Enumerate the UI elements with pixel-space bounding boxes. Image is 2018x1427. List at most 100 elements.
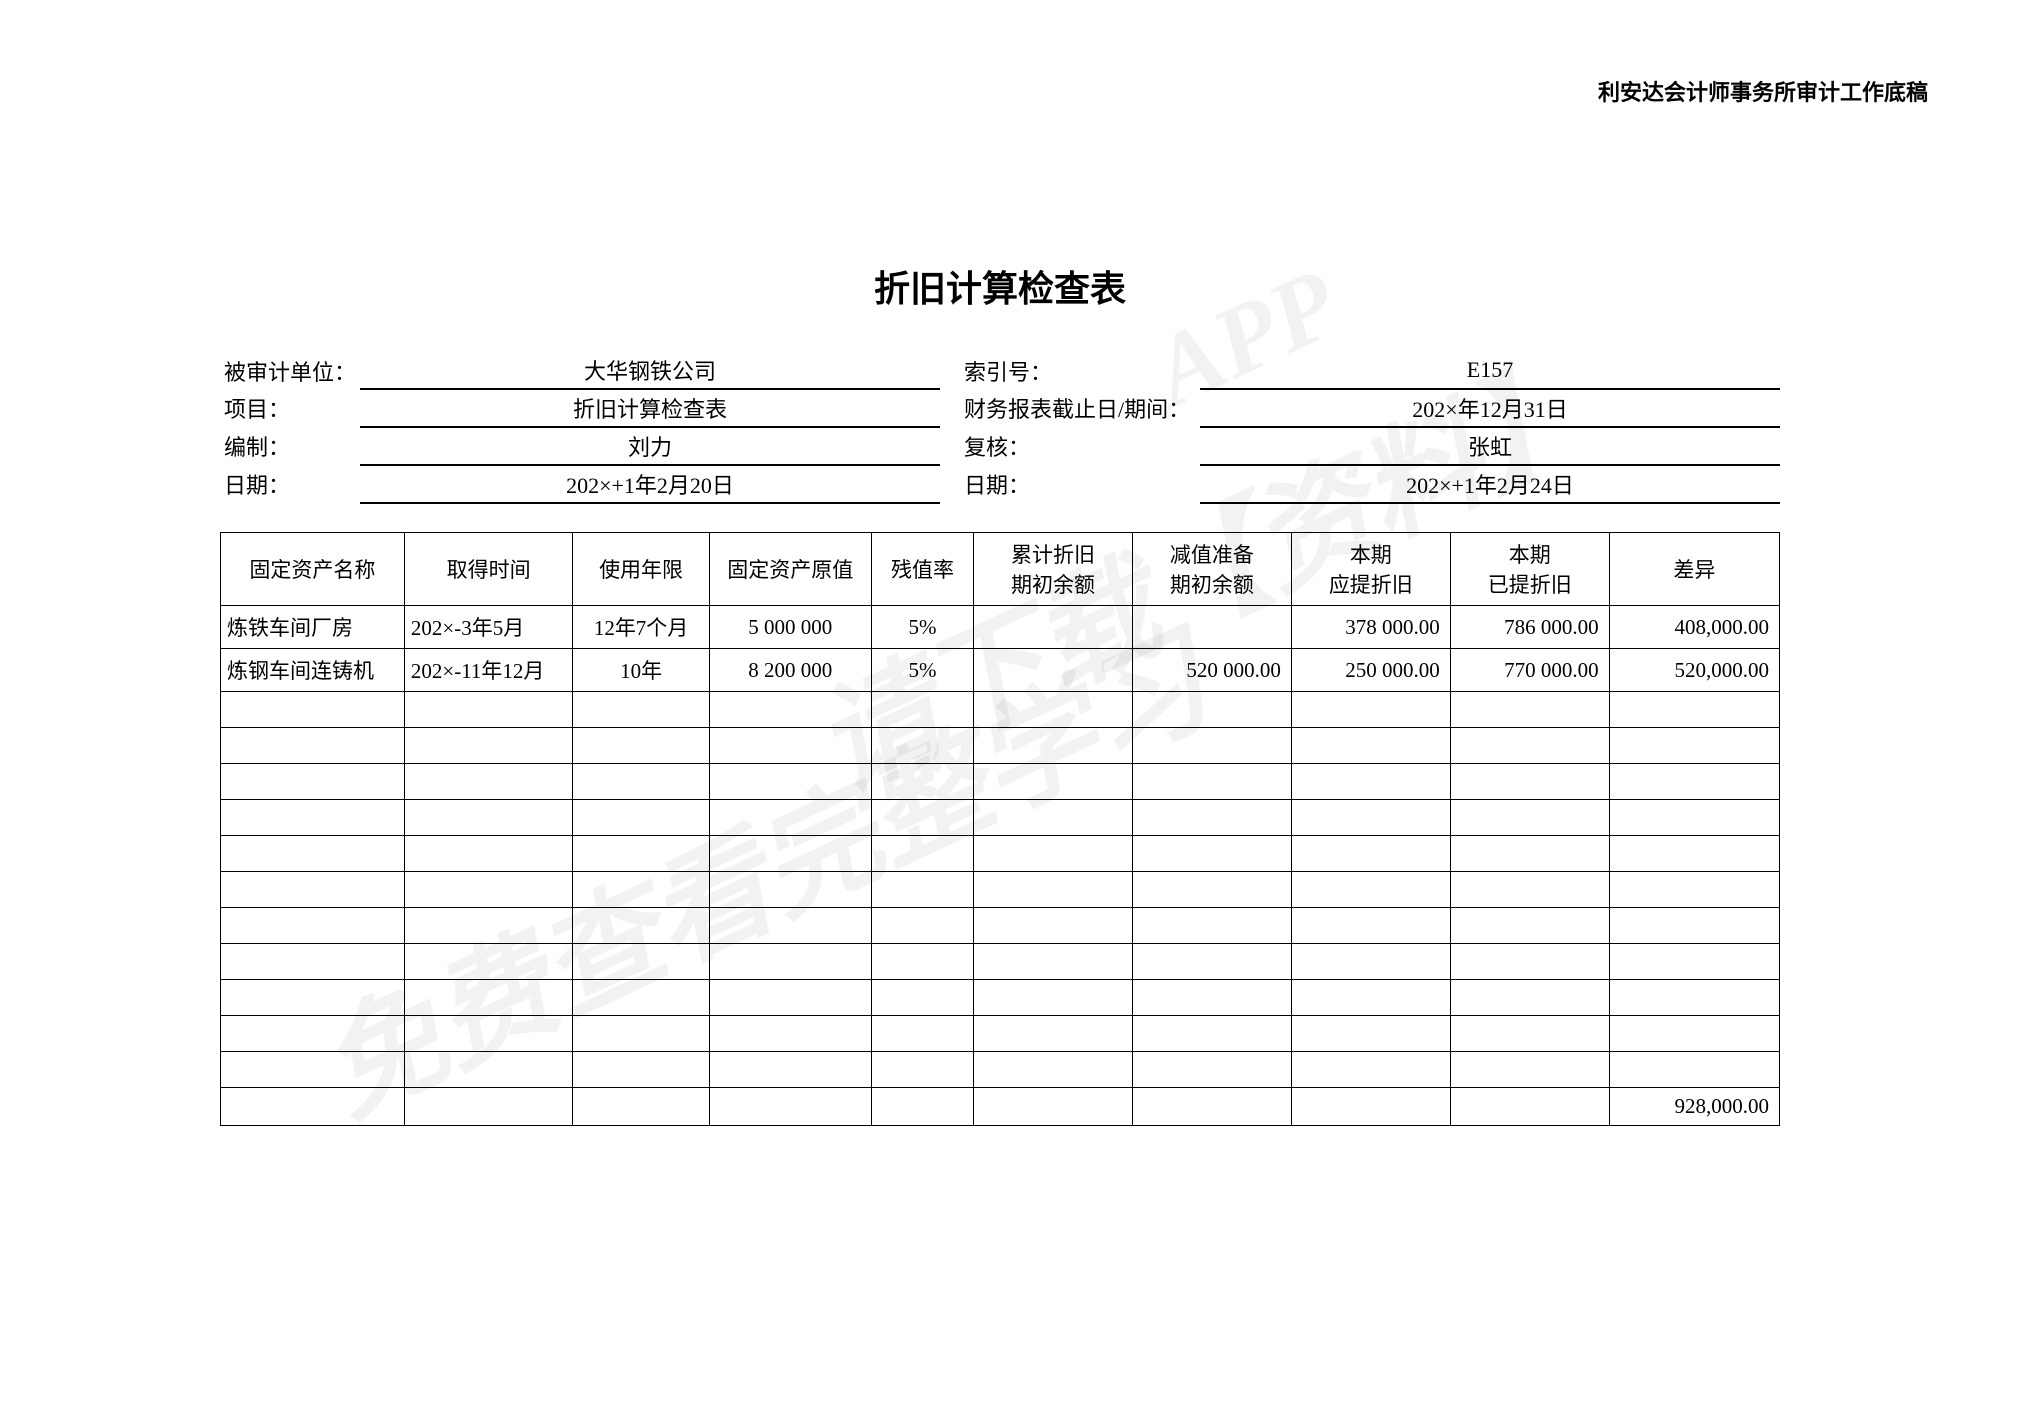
table-cell: 炼钢车间连铸机 bbox=[221, 649, 405, 692]
meta-row: 项目：折旧计算检查表财务报表截止日/期间：202×年12月31日 bbox=[220, 389, 1780, 427]
table-cell: 8 200 000 bbox=[709, 649, 871, 692]
table-cell bbox=[404, 872, 573, 908]
meta-value-left: 折旧计算检查表 bbox=[360, 389, 940, 427]
table-cell bbox=[871, 836, 973, 872]
table-cell bbox=[1291, 728, 1450, 764]
table-header: 固定资产原值 bbox=[709, 533, 871, 606]
table-cell bbox=[974, 606, 1133, 649]
table-cell: 378 000.00 bbox=[1291, 606, 1450, 649]
table-row bbox=[221, 872, 1780, 908]
table-cell: 520,000.00 bbox=[1609, 649, 1779, 692]
table-cell bbox=[1291, 764, 1450, 800]
table-cell bbox=[974, 1088, 1133, 1126]
table-cell bbox=[1132, 944, 1291, 980]
table-cell bbox=[1291, 980, 1450, 1016]
table-cell: 770 000.00 bbox=[1450, 649, 1609, 692]
table-cell bbox=[1609, 944, 1779, 980]
table-cell bbox=[404, 1088, 573, 1126]
table-cell bbox=[1609, 1052, 1779, 1088]
meta-value-left: 大华钢铁公司 bbox=[360, 352, 940, 389]
table-cell bbox=[974, 1052, 1133, 1088]
table-cell bbox=[1609, 872, 1779, 908]
table-cell bbox=[573, 728, 709, 764]
table-cell bbox=[221, 728, 405, 764]
table-cell: 5% bbox=[871, 606, 973, 649]
table-cell bbox=[1609, 800, 1779, 836]
table-cell bbox=[1132, 1016, 1291, 1052]
table-row: 炼铁车间厂房202×-3年5月12年7个月5 000 0005%378 000.… bbox=[221, 606, 1780, 649]
table-cell bbox=[709, 800, 871, 836]
table-cell bbox=[1291, 1016, 1450, 1052]
table-cell bbox=[709, 872, 871, 908]
table-cell: 12年7个月 bbox=[573, 606, 709, 649]
table-cell: 202×-11年12月 bbox=[404, 649, 573, 692]
table-row bbox=[221, 836, 1780, 872]
table-row bbox=[221, 692, 1780, 728]
meta-value-left: 刘力 bbox=[360, 427, 940, 465]
table-cell bbox=[1609, 1016, 1779, 1052]
table-cell bbox=[1132, 692, 1291, 728]
table-cell bbox=[974, 980, 1133, 1016]
meta-value-right: 202×+1年2月24日 bbox=[1200, 465, 1780, 503]
table-cell bbox=[573, 1052, 709, 1088]
table-cell: 520 000.00 bbox=[1132, 649, 1291, 692]
table-cell bbox=[1291, 836, 1450, 872]
table-cell bbox=[221, 800, 405, 836]
meta-label-right: 索引号： bbox=[960, 352, 1200, 389]
table-cell bbox=[974, 764, 1133, 800]
table-cell bbox=[974, 908, 1133, 944]
table-header: 取得时间 bbox=[404, 533, 573, 606]
table-cell bbox=[709, 980, 871, 1016]
table-cell: 928,000.00 bbox=[1609, 1088, 1779, 1126]
table-cell bbox=[1132, 836, 1291, 872]
table-cell bbox=[871, 908, 973, 944]
meta-label-left: 项目： bbox=[220, 389, 360, 427]
table-cell bbox=[709, 836, 871, 872]
table-cell bbox=[573, 836, 709, 872]
table-cell bbox=[573, 1016, 709, 1052]
table-header: 使用年限 bbox=[573, 533, 709, 606]
table-cell bbox=[573, 800, 709, 836]
table-cell bbox=[1450, 944, 1609, 980]
table-cell bbox=[1450, 764, 1609, 800]
table-row: 928,000.00 bbox=[221, 1088, 1780, 1126]
table-cell bbox=[709, 728, 871, 764]
meta-label-right: 财务报表截止日/期间： bbox=[960, 389, 1200, 427]
table-cell bbox=[709, 944, 871, 980]
table-cell: 5 000 000 bbox=[709, 606, 871, 649]
meta-value-right: 202×年12月31日 bbox=[1200, 389, 1780, 427]
meta-label-right: 复核： bbox=[960, 427, 1200, 465]
table-cell bbox=[974, 649, 1133, 692]
table-cell bbox=[1450, 800, 1609, 836]
meta-label-left: 编制： bbox=[220, 427, 360, 465]
table-cell bbox=[871, 800, 973, 836]
table-cell bbox=[1291, 800, 1450, 836]
table-cell bbox=[404, 764, 573, 800]
table-cell bbox=[871, 1052, 973, 1088]
table-cell bbox=[709, 764, 871, 800]
table-header: 本期已提折旧 bbox=[1450, 533, 1609, 606]
table-cell bbox=[709, 692, 871, 728]
table-cell bbox=[1132, 980, 1291, 1016]
table-cell bbox=[221, 1052, 405, 1088]
table-cell bbox=[573, 980, 709, 1016]
table-cell bbox=[974, 800, 1133, 836]
table-cell: 202×-3年5月 bbox=[404, 606, 573, 649]
table-cell bbox=[974, 836, 1133, 872]
table-cell bbox=[871, 764, 973, 800]
table-cell bbox=[1450, 728, 1609, 764]
table-cell bbox=[1450, 836, 1609, 872]
table-header: 残值率 bbox=[871, 533, 973, 606]
table-cell bbox=[1291, 872, 1450, 908]
table-header: 本期应提折旧 bbox=[1291, 533, 1450, 606]
table-cell bbox=[221, 692, 405, 728]
table-cell bbox=[1450, 908, 1609, 944]
table-cell bbox=[1132, 728, 1291, 764]
table-cell bbox=[221, 1088, 405, 1126]
table-cell bbox=[404, 800, 573, 836]
table-cell bbox=[221, 980, 405, 1016]
table-cell bbox=[1450, 872, 1609, 908]
table-cell bbox=[404, 944, 573, 980]
table-cell bbox=[404, 980, 573, 1016]
table-cell bbox=[404, 1052, 573, 1088]
